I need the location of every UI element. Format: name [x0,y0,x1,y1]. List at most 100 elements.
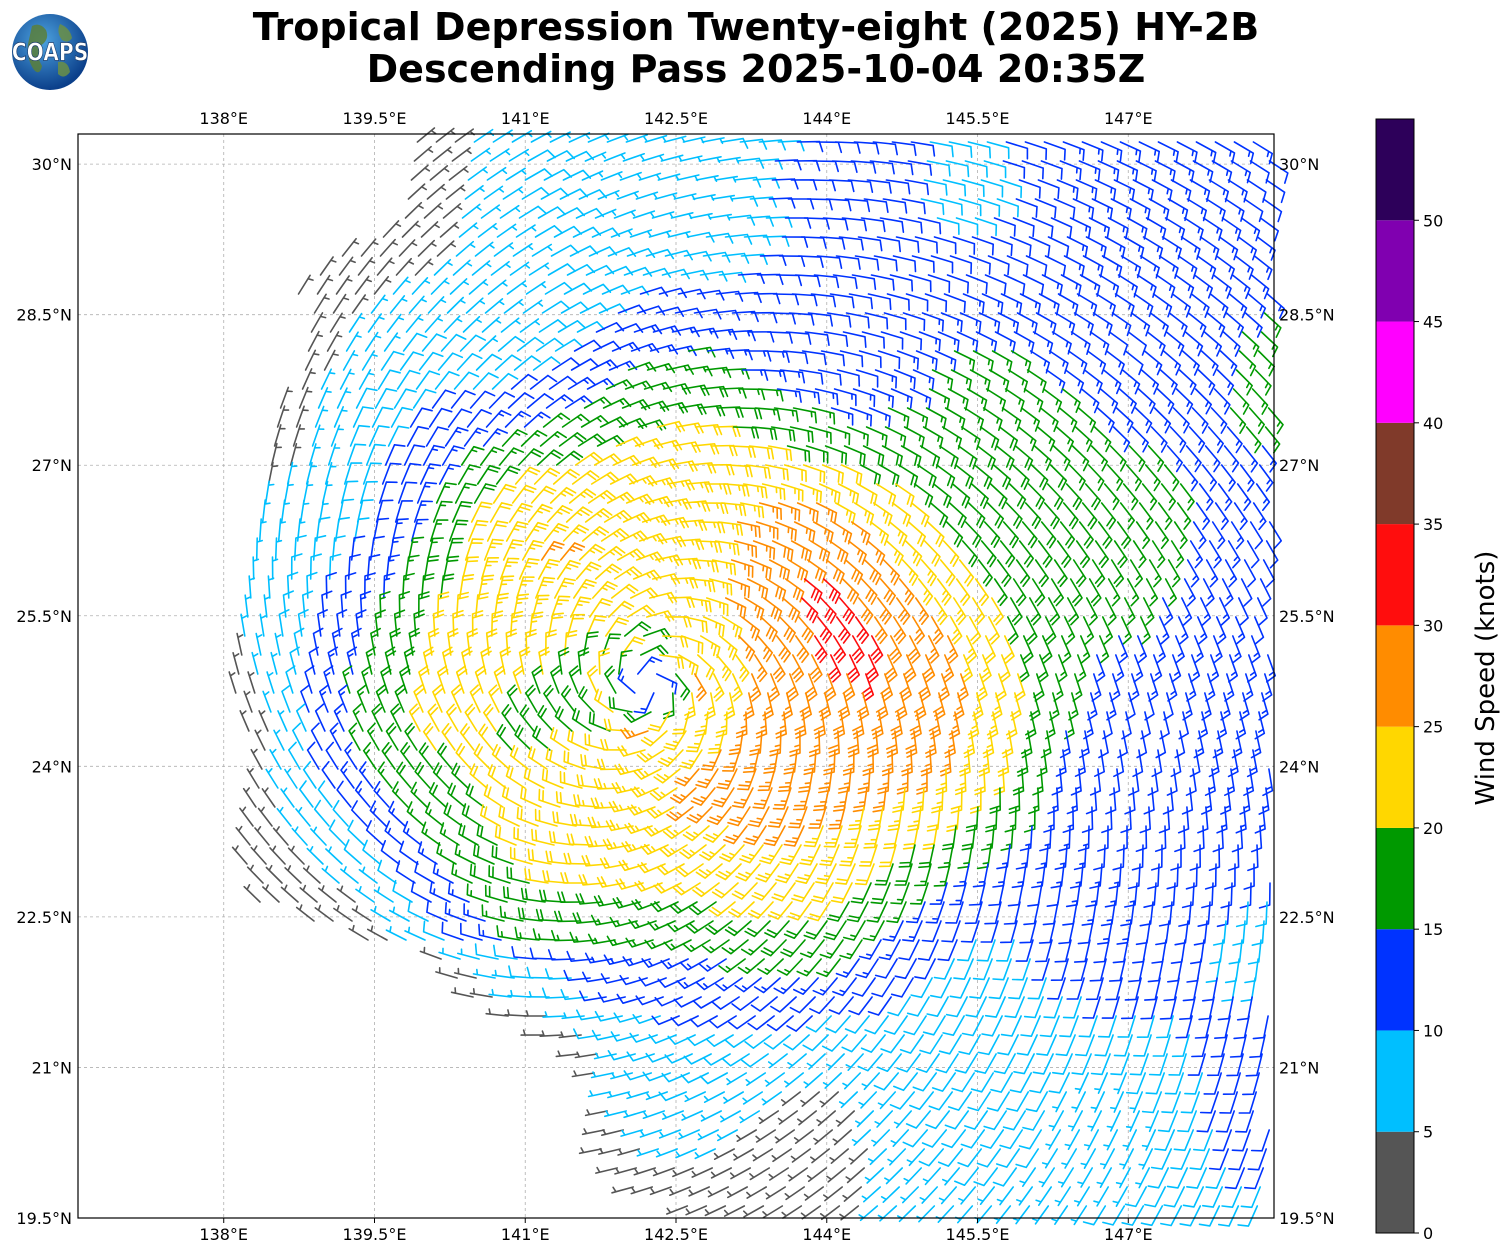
wind-barb [678,654,699,677]
wind-barb [375,684,387,713]
wind-barb [386,313,405,333]
wind-barb [879,217,905,233]
wind-barb [1105,350,1125,375]
wind-barb [1140,996,1158,1020]
wind-barb [743,1205,765,1218]
wind-barb [393,609,406,637]
wind-barb [581,1128,605,1136]
wind-barb [1029,597,1042,626]
wind-barb [983,1110,1007,1131]
wind-barb [1113,179,1135,201]
wind-barb [915,1053,940,1073]
wind-barb [825,1015,851,1034]
wind-barb [789,730,801,757]
wind-barb [953,350,976,372]
wind-barb [642,1071,671,1082]
wind-barb [618,649,633,675]
wind-barb [642,267,672,278]
wind-barb [1145,217,1167,240]
wind-barb [1043,141,1066,161]
wind-barb [356,499,374,523]
wind-barb [628,919,657,929]
chart-title-line1: Tropical Depression Twenty-eight (2025) … [252,5,1260,49]
wind-barb [804,331,830,346]
wind-barb [1059,521,1076,549]
wind-barb [612,897,641,909]
wind-barb [625,134,648,143]
wind-barb [722,749,741,772]
wind-barb [703,1091,725,1103]
wind-barb [508,148,530,162]
wind-barb [1187,312,1207,338]
wind-barb [1124,1186,1147,1208]
wind-barb [1199,1091,1219,1114]
wind-barb [986,141,1010,160]
wind-barb [606,491,636,504]
wind-barb [785,673,799,702]
wind-barb [484,884,508,903]
wind-barb [348,722,361,751]
wind-barb [620,1129,643,1137]
wind-barb [898,844,916,868]
wind-barb [627,804,656,816]
wind-barb [794,274,821,288]
wind-barb [772,787,792,810]
wind-barb [418,591,430,618]
wind-barb [1077,1167,1093,1188]
wind-barb [1047,977,1066,1000]
wind-barb [1056,179,1079,200]
wind-barb [953,863,970,888]
wind-barb [992,958,1012,981]
wind-barb [1036,749,1048,777]
wind-barb [667,230,691,238]
wind-barb [762,1205,784,1219]
wind-barb [626,1091,649,1100]
wind-barb [906,407,929,429]
wind-barb [1006,1091,1029,1112]
wind-barb [834,502,856,525]
wind-barb [1106,1110,1121,1132]
wind-barb [1005,711,1018,740]
wind-barb [1128,445,1146,472]
wind-barb [776,958,803,976]
wind-barb [737,768,757,791]
wind-barb [619,171,642,181]
wind-barb [666,920,695,933]
wind-barb [516,806,539,827]
wind-barb [719,1110,741,1123]
wind-barb [1198,483,1214,511]
wind-barb [1132,939,1148,964]
wind-barb [243,690,253,713]
wind-barb [983,521,1001,548]
wind-barb [1157,1110,1178,1133]
wind-barb [1166,768,1178,796]
wind-barb [736,1129,757,1142]
wind-barb [539,1030,563,1037]
wind-barb [726,464,753,478]
wind-barb [690,787,716,806]
wind-barb [1074,749,1086,777]
wind-barb [1136,730,1148,759]
wind-barb [1161,1091,1181,1114]
wind-barb [938,673,950,702]
wind-barb [980,654,992,683]
wind-barb [843,920,866,941]
wind-barb [944,1110,969,1130]
wind-barb [531,665,543,694]
wind-barb [250,845,267,865]
wind-barb [681,635,704,655]
wind-barb [823,331,849,347]
wind-barb [375,499,394,523]
wind-barb [860,217,886,233]
wind-barb [685,730,706,753]
wind-barb [1112,426,1131,453]
wind-barb [1193,825,1205,853]
wind-barb [629,229,653,238]
wind-barb [614,763,643,776]
wind-barb [1022,635,1034,664]
wind-barb [763,749,779,774]
wind-barb [875,692,889,721]
wind-barb [267,461,279,485]
wind-barb [555,450,584,466]
wind-barb [819,236,846,250]
